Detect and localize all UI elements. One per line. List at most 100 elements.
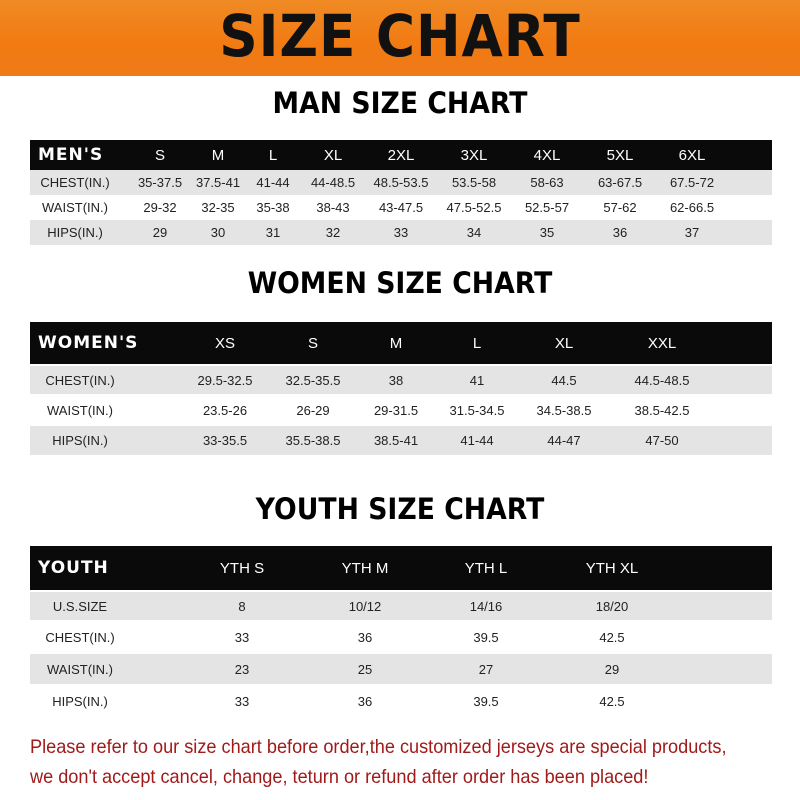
table-cell: 38.5-42.5 (634, 402, 690, 418)
table-cell: 30 (210, 225, 226, 240)
table-cell: 14/16 (469, 598, 503, 614)
size-header-cell: M (211, 146, 225, 164)
measurement-label: WAIST(IN.) (42, 200, 108, 215)
table-cell: 32.5-35.5 (285, 372, 341, 388)
size-header-cell: 5XL (606, 146, 634, 164)
size-header-cell: 2XL (387, 146, 415, 164)
table-cell: 23.5-26 (202, 402, 248, 418)
table-cell: 29-31.5 (373, 402, 419, 418)
table-cell: 58-63 (530, 175, 564, 190)
size-header-cell: 6XL (678, 146, 706, 164)
table-row: U.S.SIZE 8 10/12 14/16 18/20 (30, 592, 772, 620)
size-header-cell: 3XL (460, 146, 488, 164)
table-cell: 36 (612, 225, 628, 240)
size-header-cell: YTH S (219, 559, 265, 577)
table-cell: 27 (478, 661, 494, 677)
measurement-label: CHEST(IN.) (40, 175, 110, 190)
table-cell: 33 (234, 629, 250, 645)
table-header-row: MEN'S S M L XL 2XL 3XL 4XL 5XL 6XL (30, 140, 772, 170)
size-header-cell: YTH M (341, 559, 389, 577)
page-title: SIZE CHART (219, 2, 581, 70)
table-cell: 53.5-58 (451, 175, 497, 190)
table-cell: 35.5-38.5 (285, 433, 341, 448)
size-header-cell: XXL (647, 334, 677, 352)
table-row: CHEST(IN.) 35-37.5 37.5-41 41-44 44-48.5 48.5… (30, 170, 772, 195)
table-cell: 23 (234, 661, 250, 677)
table-cell: 44-48.5 (310, 175, 356, 190)
table-header-row: WOMEN'S XS S M L XL XXL (30, 322, 772, 364)
size-header-cell: 4XL (533, 146, 561, 164)
table-row: CHEST(IN.) 33 36 39.5 42.5 (30, 622, 772, 652)
table-cell: 36 (357, 629, 373, 645)
table-cell: 29.5-32.5 (197, 372, 253, 388)
table-cell: 67.5-72 (669, 175, 715, 190)
measurement-label: CHEST(IN.) (45, 629, 115, 645)
table-cell: 38.5-41 (373, 433, 419, 448)
table-cell: 33 (234, 693, 250, 709)
table-cell: 18/20 (595, 598, 629, 614)
table-cell: 43-47.5 (378, 200, 424, 215)
measurement-label: HIPS(IN.) (52, 433, 108, 448)
title-banner: SIZE CHART (0, 0, 800, 76)
table-cell: 34 (466, 225, 482, 240)
size-header-cell: YTH L (464, 559, 508, 577)
table-cell: 35-38 (256, 200, 290, 215)
table-row: HIPS(IN.) 29 30 31 32 33 34 35 36 37 (30, 220, 772, 245)
table-cell: 38 (388, 372, 404, 388)
table-cell: 29-32 (143, 200, 177, 215)
table-cell: 31.5-34.5 (449, 402, 505, 418)
table-cell: 41-44 (460, 433, 494, 448)
table-row: CHEST(IN.) 29.5-32.5 32.5-35.5 38 41 44.5 44.5… (30, 366, 772, 394)
size-header-cell: M (389, 334, 403, 352)
size-header-cell: L (268, 146, 278, 164)
table-title-cell: WOMEN'S (38, 333, 139, 353)
table-cell: 26-29 (296, 402, 330, 418)
measurement-label: U.S.SIZE (52, 598, 108, 614)
table-title-cell: MEN'S (38, 145, 104, 165)
table-cell: 47-50 (645, 433, 679, 448)
table-cell: 8 (238, 598, 246, 614)
table-cell: 41 (469, 372, 485, 388)
table-cell: 33 (393, 225, 409, 240)
table-row: HIPS(IN.) 33-35.5 35.5-38.5 38.5-41 41-44 44-… (30, 426, 772, 455)
table-cell: 29 (152, 225, 168, 240)
table-cell: 42.5 (599, 629, 625, 645)
table-cell: 47.5-52.5 (446, 200, 502, 215)
size-header-cell: S (307, 334, 319, 352)
table-cell: 25 (357, 661, 373, 677)
table-cell: 62-66.5 (669, 200, 715, 215)
table-cell: 37 (684, 225, 700, 240)
table-row: WAIST(IN.) 23 25 27 29 (30, 654, 772, 684)
measurement-label: WAIST(IN.) (47, 402, 113, 418)
size-header-cell: XL (554, 334, 574, 352)
size-header-cell: XL (323, 146, 343, 164)
table-cell: 32 (325, 225, 341, 240)
table-cell: 31 (265, 225, 281, 240)
table-cell: 44-47 (547, 433, 581, 448)
table-cell: 44.5 (551, 372, 577, 388)
table-cell: 32-35 (201, 200, 235, 215)
table-row: HIPS(IN.) 33 36 39.5 42.5 (30, 686, 772, 716)
table-cell: 36 (357, 693, 373, 709)
table-cell: 37.5-41 (195, 175, 241, 190)
table-cell: 29 (604, 661, 620, 677)
measurement-label: HIPS(IN.) (52, 693, 108, 709)
table-cell: 41-44 (256, 175, 290, 190)
table-row: WAIST(IN.) 23.5-26 26-29 29-31.5 31.5-34.5 34… (30, 396, 772, 424)
table-cell: 44.5-48.5 (634, 372, 690, 388)
table-cell: 35-37.5 (137, 175, 183, 190)
measurement-label: WAIST(IN.) (47, 661, 113, 677)
size-header-cell: S (154, 146, 166, 164)
table-cell: 57-62 (603, 200, 637, 215)
table-cell: 10/12 (348, 598, 382, 614)
table-cell: 63-67.5 (597, 175, 643, 190)
table-cell: 48.5-53.5 (373, 175, 429, 190)
table-cell: 38-43 (316, 200, 350, 215)
table-cell: 35 (539, 225, 555, 240)
table-cell: 42.5 (599, 693, 625, 709)
table-row: WAIST(IN.) 29-32 32-35 35-38 38-43 43-47.5 47.… (30, 195, 772, 220)
women-section-title: WOMEN SIZE CHART (247, 266, 553, 300)
measurement-label: CHEST(IN.) (45, 372, 115, 388)
table-cell: 33-35.5 (202, 433, 248, 448)
table-header-row: YOUTH YTH S YTH M YTH L YTH XL (30, 546, 772, 590)
